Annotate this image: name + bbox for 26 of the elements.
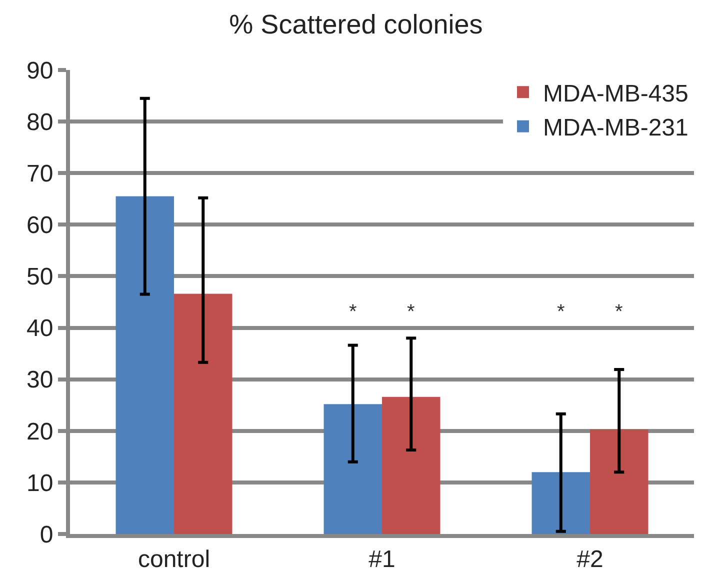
legend-label: MDA-MB-231 xyxy=(543,114,688,142)
bar xyxy=(382,396,440,534)
y-tick-label: 0 xyxy=(40,521,54,548)
y-tick-label: 80 xyxy=(26,108,54,136)
y-tick-label: 60 xyxy=(26,212,54,240)
annotation: * xyxy=(407,301,415,323)
bar xyxy=(116,196,174,534)
x-tick-label: #2 xyxy=(576,546,604,573)
bar xyxy=(532,472,590,534)
y-tick-label: 50 xyxy=(26,264,54,291)
annotation: * xyxy=(349,301,357,323)
bar xyxy=(174,294,232,534)
y-tick-label: 90 xyxy=(26,57,54,84)
x-tick-label: #1 xyxy=(368,546,396,573)
y-tick-label: 20 xyxy=(26,418,54,446)
x-tick-label: control xyxy=(138,546,210,573)
bar xyxy=(590,429,648,534)
legend-label: MDA-MB-435 xyxy=(543,80,688,108)
y-tick-label: 30 xyxy=(26,366,54,394)
y-tick-label: 70 xyxy=(26,160,54,188)
y-tick-label: 10 xyxy=(26,470,54,497)
y-tick-label: 40 xyxy=(26,315,54,342)
annotation: * xyxy=(557,301,565,323)
chart-title: % Scattered colonies xyxy=(229,10,483,40)
annotation: * xyxy=(615,301,623,323)
bar xyxy=(324,404,382,534)
